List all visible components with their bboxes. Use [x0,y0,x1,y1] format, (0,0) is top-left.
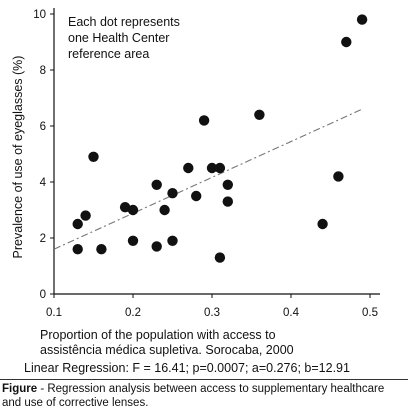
data-point [341,36,352,48]
regression-line [53,108,363,250]
annotation-line-2: one Health Center [68,31,169,45]
y-tick-label: 10 [33,9,46,21]
data-point [356,14,368,25]
figure-caption: Figure - Regression analysis between acc… [2,382,406,410]
data-point [333,171,344,182]
y-tick-label: 6 [40,121,46,133]
caption-text: - Regression analysis between access to … [2,383,385,409]
data-point [167,235,178,246]
data-point [222,196,233,207]
y-axis-title: Prevalence of use of eyeglasses (%) [11,56,25,259]
plot-area: 0 2 4 6 8 10 0.1 0.2 0.3 0.4 0.5 [33,8,380,319]
data-point [183,162,194,174]
y-tick-label: 8 [40,65,46,77]
x-tick-label: 0.2 [125,307,141,319]
data-point [96,244,107,255]
x-tick-label: 0.3 [204,307,220,319]
data-point [151,241,162,252]
regression-summary: Linear Regression: F = 16.41; p=0.0007; … [24,361,350,375]
data-point [254,109,265,121]
data-point [159,204,170,216]
x-tick-label: 0.5 [362,307,378,319]
data-point [222,179,233,190]
x-tick-label: 0.1 [46,307,62,319]
data-point [88,151,99,162]
y-tick-label: 0 [40,289,46,301]
data-point [214,162,226,174]
x-axis-title-line-2: assistência médica supletiva. Sorocaba, … [40,343,294,357]
data-point [317,218,328,230]
data-point [151,179,162,190]
data-point [127,204,139,216]
data-point [198,115,210,126]
annotation-line-3: reference area [68,47,149,61]
data-point [127,235,139,246]
scatter-chart: 0 2 4 6 8 10 0.1 0.2 0.3 0.4 0.5 Each dot represen… [11,8,380,319]
chart-annotation: Each dot represents one Health Center re… [68,15,180,61]
annotation-line-1: Each dot represents [68,15,180,29]
data-point [80,210,91,221]
x-axis-title-line-1: Proportion of the population with access… [40,328,276,342]
y-tick-label: 2 [40,233,46,245]
data-point [72,218,83,230]
data-point [214,252,226,263]
data-point [72,244,83,255]
y-tick-label: 4 [40,177,47,189]
caption-label: Figure [2,383,38,395]
x-axis-title: Proportion of the population with access… [40,328,408,358]
data-point [119,202,131,213]
caption-divider [0,379,408,380]
data-point [191,190,202,202]
x-tick-label: 0.4 [283,307,300,319]
data-point [206,162,218,174]
data-point [167,188,178,199]
